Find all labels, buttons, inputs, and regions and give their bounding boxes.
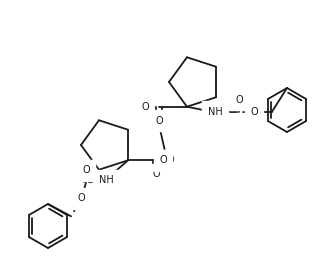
Text: O: O bbox=[159, 155, 167, 165]
Text: O: O bbox=[152, 169, 160, 179]
Text: O: O bbox=[235, 95, 243, 105]
Text: O: O bbox=[155, 116, 163, 126]
Text: O: O bbox=[166, 155, 174, 165]
Text: O: O bbox=[77, 193, 85, 203]
Text: O: O bbox=[141, 102, 149, 112]
Text: NH: NH bbox=[208, 107, 222, 117]
Text: O: O bbox=[82, 165, 90, 175]
Text: O: O bbox=[250, 107, 258, 117]
Text: NH: NH bbox=[99, 175, 114, 185]
